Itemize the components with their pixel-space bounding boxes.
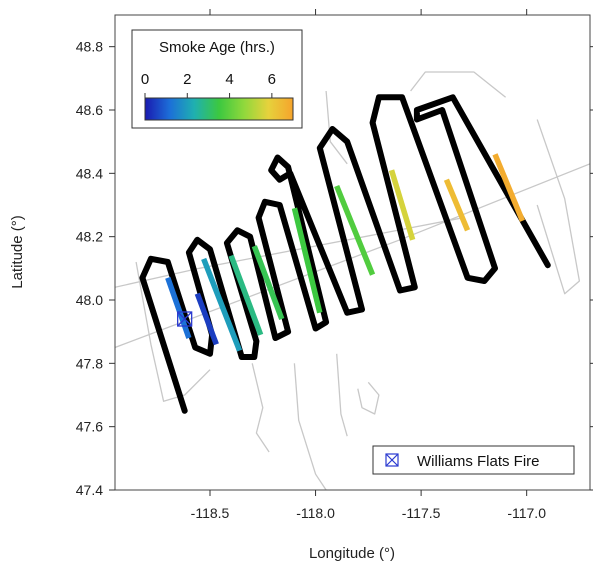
smoke-age-segment <box>228 254 264 336</box>
smoke-age-segment <box>443 178 471 232</box>
colorbar-tick-label: 4 <box>225 71 233 88</box>
smoke-age-segment <box>251 245 285 320</box>
fire-legend-label: Williams Flats Fire <box>417 453 540 470</box>
x-tick-label: -117.5 <box>402 505 441 521</box>
y-axis-label: Latitude (°) <box>9 215 26 289</box>
colorbar-tick-label: 6 <box>268 71 276 88</box>
x-axis-label: Longitude (°) <box>309 545 395 562</box>
background-track <box>293 363 327 490</box>
smoke-age-segment <box>492 153 525 222</box>
colorbar-gradient <box>144 97 294 121</box>
x-axis-ticks: -118.5 -118.0 -117.5 -117.0 <box>191 9 546 521</box>
x-tick-label: -118.5 <box>191 505 230 521</box>
fire-marker-box <box>177 311 193 327</box>
fire-marker <box>177 311 193 327</box>
flight-track-line <box>139 94 551 414</box>
y-tick-label: 47.6 <box>76 419 103 435</box>
background-track <box>536 119 581 295</box>
y-tick-label: 48.6 <box>76 102 103 118</box>
y-tick-label: 47.8 <box>76 355 103 371</box>
plot-frame <box>114 14 591 491</box>
smoke-age-segment <box>388 169 416 241</box>
y-tick-label: 47.4 <box>76 482 103 498</box>
colorbar-legend: Smoke Age (hrs.) 0 2 4 6 <box>131 29 303 129</box>
colorbar-tick-label: 2 <box>183 71 191 88</box>
boxed-x-icon <box>385 453 399 467</box>
smoke-age-segment <box>334 184 376 276</box>
y-tick-label: 48.0 <box>76 292 103 308</box>
y-axis-ticks: 47.4 47.6 47.8 48.0 48.2 48.4 48.6 48.8 <box>76 39 593 498</box>
fire-legend-frame <box>372 445 575 475</box>
flight-track <box>139 94 551 414</box>
smoke-age-segment <box>194 292 219 346</box>
background-track <box>357 381 380 415</box>
y-tick-label: 48.2 <box>76 229 103 245</box>
smoke-age-segment <box>201 257 243 352</box>
colorbar-title: Smoke Age (hrs.) <box>159 39 275 56</box>
smoke-age-segments <box>165 153 525 352</box>
background-track <box>251 363 270 453</box>
background-track <box>336 353 348 437</box>
fire-marker-cross <box>177 311 193 327</box>
background-track <box>325 90 348 165</box>
background-track <box>135 261 211 402</box>
colorbar-ticks: 0 2 4 6 <box>141 71 276 98</box>
smoke-age-segment <box>165 276 192 339</box>
background-track <box>410 71 507 98</box>
colorbar-tick-label: 0 <box>141 71 149 88</box>
y-tick-label: 48.4 <box>76 165 103 181</box>
y-tick-label: 48.8 <box>76 39 103 55</box>
fire-legend: Williams Flats Fire <box>372 445 575 475</box>
smoke-age-segment <box>291 207 323 314</box>
x-tick-label: -118.0 <box>296 505 335 521</box>
x-tick-label: -117.0 <box>507 505 546 521</box>
